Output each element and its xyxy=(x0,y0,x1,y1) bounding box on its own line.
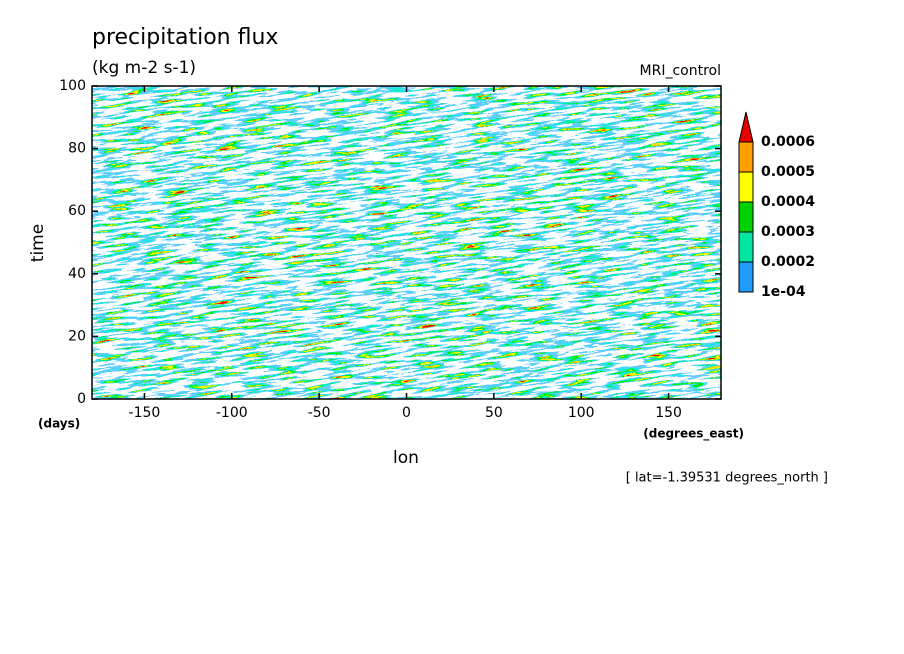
model-label: MRI_control xyxy=(640,63,721,79)
colorbar-box xyxy=(738,261,754,293)
colorbar-label: 0.0002 xyxy=(761,254,815,270)
y-tick-label: 0 xyxy=(77,391,86,407)
colorbar-label: 1e-04 xyxy=(761,284,806,300)
x-tick-label: 150 xyxy=(655,405,682,421)
x-tick-label: -150 xyxy=(129,405,161,421)
x-tick-label: 100 xyxy=(568,405,595,421)
y-axis-label: time xyxy=(28,224,48,262)
x-axis-unit: (degrees_east) xyxy=(643,427,744,442)
field xyxy=(92,86,721,399)
colorbar-label: 0.0003 xyxy=(761,224,815,240)
x-tick-label: -100 xyxy=(216,405,248,421)
colorbar-box xyxy=(738,171,754,203)
colorbar-box xyxy=(738,201,754,233)
y-tick-label: 100 xyxy=(59,78,86,94)
y-axis-unit: (days) xyxy=(38,417,80,431)
y-tick-label: 20 xyxy=(68,328,86,344)
field-texture xyxy=(92,86,721,399)
x-tick-label: 0 xyxy=(402,405,411,421)
x-tick-label: -50 xyxy=(308,405,331,421)
colorbar-box xyxy=(738,141,754,173)
colorbar-extend xyxy=(738,111,754,143)
chart-subtitle: (kg m-2 s-1) xyxy=(92,58,196,78)
colorbar-label: 0.0004 xyxy=(761,194,815,210)
y-tick-label: 80 xyxy=(68,141,86,157)
note: [ lat=-1.39531 degrees_north ] xyxy=(626,471,828,486)
y-tick-label: 40 xyxy=(68,266,86,282)
colorbar-label: 0.0005 xyxy=(761,164,815,180)
colorbar-label: 0.0006 xyxy=(761,134,815,150)
x-axis-label: lon xyxy=(393,448,419,468)
chart-title: precipitation flux xyxy=(92,25,278,50)
x-tick-label: 50 xyxy=(485,405,503,421)
y-tick-label: 60 xyxy=(68,203,86,219)
colorbar-box xyxy=(738,231,754,263)
